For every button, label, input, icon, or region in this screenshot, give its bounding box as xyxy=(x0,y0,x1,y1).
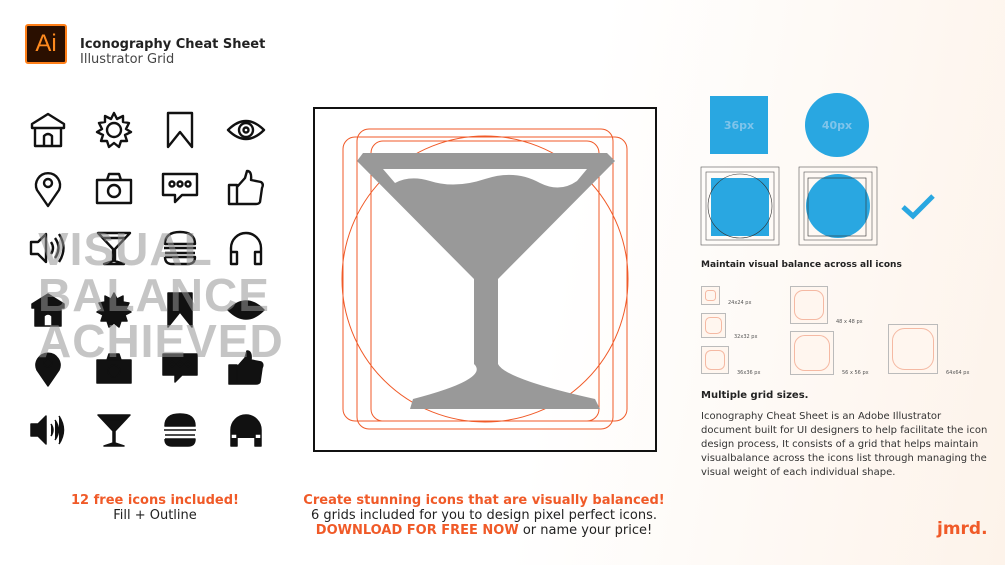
grid-label: 56 x 56 px xyxy=(842,370,869,376)
balance-heading: Maintain visual balance across all icons xyxy=(701,260,902,270)
grid-label: 32x32 px xyxy=(734,334,758,340)
price-text: or name your price! xyxy=(518,523,653,538)
speaker-icon xyxy=(29,232,65,264)
grid-label: 64x64 px xyxy=(946,370,970,376)
martini-grid-illustration xyxy=(341,128,629,430)
headline: Create stunning icons that are visually … xyxy=(303,493,665,508)
location-pin-icon xyxy=(34,172,62,208)
bookmark-icon xyxy=(167,292,193,328)
thumbs-up-icon xyxy=(227,169,264,206)
headphones-icon xyxy=(229,231,263,266)
circle-40px: 40px xyxy=(805,93,869,157)
grids-text: 6 grids included for you to design pixel… xyxy=(310,508,658,523)
bookmark-icon xyxy=(166,111,194,149)
grid-32 xyxy=(701,313,726,338)
martini-icon xyxy=(97,414,131,447)
left-caption: 12 free icons included! Fill + Outline xyxy=(40,493,270,523)
burger-icon xyxy=(164,413,196,447)
grid-36 xyxy=(701,346,729,374)
eye-icon xyxy=(227,300,265,320)
description: Iconography Cheat Sheet is an Adobe Illu… xyxy=(701,411,988,478)
martini-icon xyxy=(357,153,615,409)
watermark-line: BALANCE xyxy=(38,269,270,321)
gear-icon xyxy=(96,292,132,328)
camera-icon xyxy=(95,172,133,205)
download-link[interactable]: DOWNLOAD FOR FREE NOW xyxy=(315,523,519,538)
watermark-line: VISUAL xyxy=(38,223,213,275)
burger-icon xyxy=(163,230,197,266)
location-pin-icon xyxy=(35,352,61,387)
eye-icon xyxy=(226,119,266,141)
grid-64 xyxy=(888,324,938,374)
house-icon xyxy=(31,293,65,327)
grid-56 xyxy=(790,331,834,375)
camera-icon xyxy=(96,353,132,384)
free-icons-text: 12 free icons included! xyxy=(71,493,239,508)
thumbs-up-icon xyxy=(228,350,264,385)
headphones-icon xyxy=(230,414,262,447)
main-grid-frame xyxy=(313,107,657,452)
page-title: Iconography Cheat Sheet xyxy=(80,37,266,52)
grids-heading: Multiple grid sizes. xyxy=(701,390,809,401)
house-icon xyxy=(30,112,66,148)
page-subtitle: Illustrator Grid xyxy=(80,52,175,67)
chat-icon xyxy=(162,353,198,383)
watermark-line: ACHIEVED xyxy=(38,315,284,367)
center-caption: Create stunning icons that are visually … xyxy=(284,493,684,538)
chat-icon xyxy=(161,172,199,204)
square-36px: 36px xyxy=(710,96,768,154)
illustrator-logo: Ai xyxy=(25,24,67,64)
checkmark-icon xyxy=(901,194,935,220)
gear-icon xyxy=(95,111,133,149)
grid-label: 48 x 48 px xyxy=(836,319,863,325)
grid-24 xyxy=(701,286,720,305)
speaker-icon xyxy=(30,415,65,445)
grid-48 xyxy=(790,286,828,324)
balance-grid-comparison xyxy=(700,166,878,246)
brand-logo: jmrd. xyxy=(937,519,988,539)
martini-icon xyxy=(96,231,132,266)
fill-outline-text: Fill + Outline xyxy=(113,508,197,523)
grid-label: 24x24 px xyxy=(728,300,752,306)
grid-label: 36x36 px xyxy=(737,370,761,376)
